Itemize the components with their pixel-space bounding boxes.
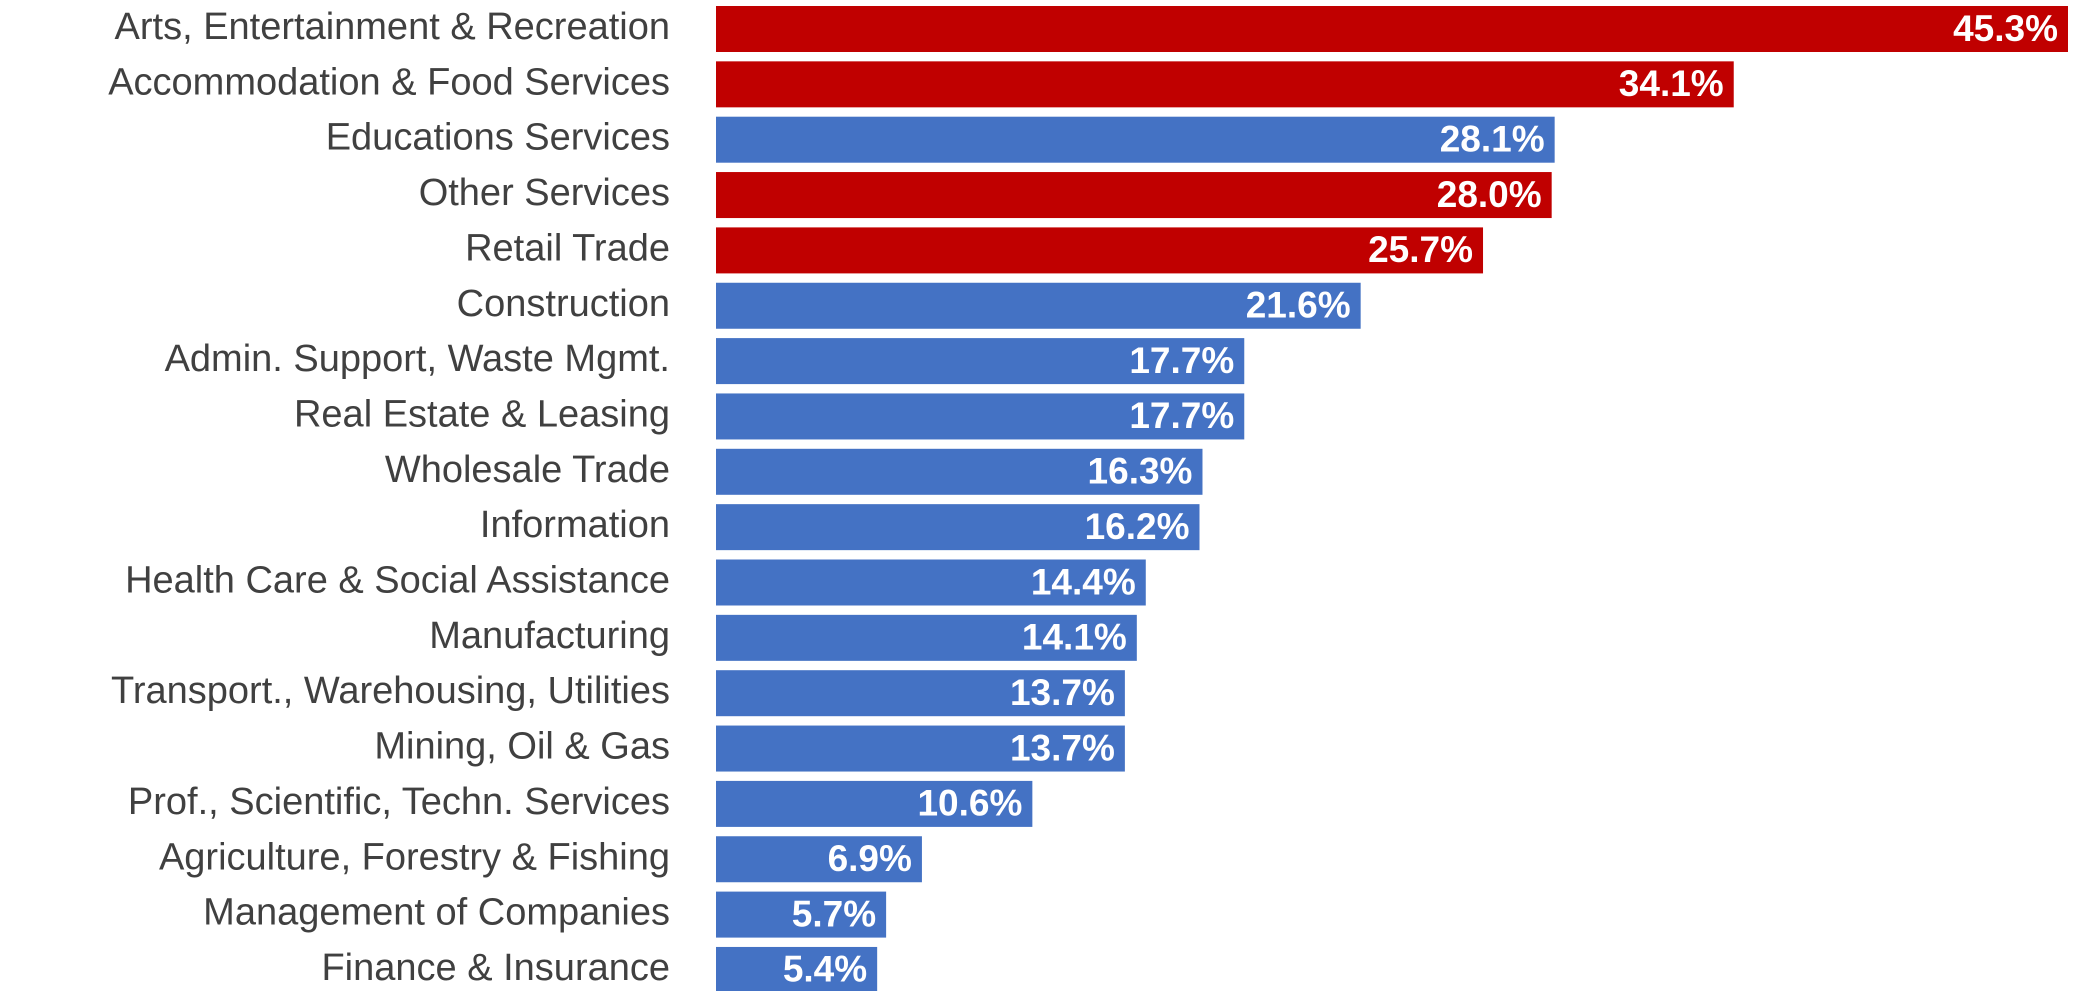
bar bbox=[716, 836, 922, 883]
category-label: Other Services bbox=[419, 172, 670, 214]
category-label: Mining, Oil & Gas bbox=[374, 726, 670, 768]
category-label: Wholesale Trade bbox=[385, 449, 670, 491]
bar bbox=[716, 946, 878, 993]
category-label: Manufacturing bbox=[429, 615, 670, 657]
bar bbox=[716, 338, 1245, 385]
bar bbox=[716, 559, 1146, 606]
bar bbox=[716, 891, 887, 938]
bar bbox=[716, 780, 1033, 827]
value-label: 13.7% bbox=[1010, 727, 1115, 768]
bar bbox=[716, 393, 1245, 440]
value-label: 28.1% bbox=[1440, 118, 1545, 159]
category-label: Admin. Support, Waste Mgmt. bbox=[165, 338, 670, 380]
value-label: 16.2% bbox=[1085, 506, 1190, 547]
bar bbox=[716, 504, 1200, 551]
category-label: Management of Companies bbox=[203, 892, 670, 934]
category-label: Information bbox=[480, 504, 670, 546]
value-label: 45.3% bbox=[1953, 8, 2058, 49]
category-label: Retail Trade bbox=[465, 227, 670, 269]
value-label: 10.6% bbox=[917, 783, 1022, 824]
category-label: Prof., Scientific, Techn. Services bbox=[128, 781, 670, 823]
bar bbox=[716, 172, 1552, 219]
bar bbox=[716, 614, 1137, 661]
value-label: 14.4% bbox=[1031, 561, 1136, 602]
value-label: 17.7% bbox=[1129, 340, 1234, 381]
category-label: Educations Services bbox=[326, 117, 670, 159]
bar bbox=[716, 670, 1125, 717]
value-label: 13.7% bbox=[1010, 672, 1115, 713]
category-label: Real Estate & Leasing bbox=[294, 393, 670, 435]
value-label: 17.7% bbox=[1129, 395, 1234, 436]
category-label: Health Care & Social Assistance bbox=[125, 560, 670, 602]
value-label: 34.1% bbox=[1619, 63, 1724, 104]
category-label: Accommodation & Food Services bbox=[108, 61, 670, 103]
value-label: 14.1% bbox=[1022, 617, 1127, 658]
bar bbox=[716, 116, 1555, 163]
category-label: Transport., Warehousing, Utilities bbox=[111, 670, 670, 712]
bar bbox=[716, 61, 1734, 108]
value-label: 28.0% bbox=[1437, 174, 1542, 215]
bar bbox=[716, 227, 1484, 274]
value-label: 5.7% bbox=[792, 893, 876, 934]
bar bbox=[716, 282, 1361, 329]
value-label: 25.7% bbox=[1368, 229, 1473, 270]
value-label: 6.9% bbox=[828, 838, 912, 879]
category-label: Arts, Entertainment & Recreation bbox=[115, 6, 670, 48]
value-label: 5.4% bbox=[783, 949, 867, 990]
category-label: Finance & Insurance bbox=[321, 947, 670, 989]
bar bbox=[716, 6, 2068, 52]
value-label: 21.6% bbox=[1246, 285, 1351, 326]
value-label: 16.3% bbox=[1088, 451, 1193, 492]
category-label: Construction bbox=[457, 283, 670, 325]
bar bbox=[716, 725, 1125, 772]
bar bbox=[716, 448, 1203, 495]
category-label: Agriculture, Forestry & Fishing bbox=[159, 836, 670, 878]
